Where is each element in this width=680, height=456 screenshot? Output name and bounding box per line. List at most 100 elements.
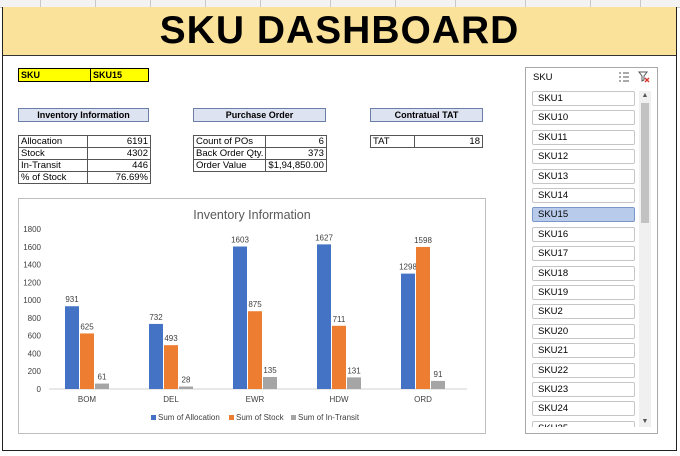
scroll-down-icon[interactable]: ▼ — [641, 418, 649, 425]
data-label: 61 — [98, 373, 107, 382]
slicer-item[interactable]: SKU20 — [532, 323, 635, 339]
bar — [233, 246, 247, 389]
sku-selector[interactable]: SKU SKU15 — [18, 68, 149, 82]
y-tick-label: 800 — [28, 314, 42, 323]
slicer-item[interactable]: SKU1 — [532, 91, 635, 106]
inventory-value: 4302 — [87, 147, 151, 160]
inventory-label: Allocation — [18, 135, 88, 148]
slicer-item[interactable]: SKU19 — [532, 285, 635, 300]
data-label: 875 — [248, 300, 262, 309]
table-row: Order Value $1,94,850.00 — [192, 159, 327, 172]
bar — [431, 380, 445, 389]
bar — [179, 386, 193, 389]
slicer-item[interactable]: SKU23 — [532, 382, 635, 397]
column-divider — [590, 0, 591, 7]
legend-swatch — [151, 415, 156, 420]
inventory-value: 6191 — [87, 135, 151, 148]
slicer-item[interactable]: SKU24 — [532, 401, 635, 417]
data-label: 131 — [347, 366, 361, 375]
inventory-chart[interactable]: Inventory Information 0 200 400 600 800 1000 1… — [18, 198, 486, 434]
slicer-item[interactable]: SKU17 — [532, 246, 635, 262]
legend-swatch — [291, 415, 296, 420]
legend-entry: Sum of Stock — [236, 413, 285, 422]
inventory-label: Stock — [18, 147, 88, 160]
scroll-thumb[interactable] — [641, 103, 649, 223]
bar — [332, 325, 346, 389]
slicer-item[interactable]: SKU16 — [532, 226, 635, 242]
column-divider — [395, 0, 396, 7]
slicer-item[interactable]: SKU10 — [532, 110, 635, 126]
slicer-title: SKU — [533, 72, 553, 83]
column-divider — [95, 0, 96, 7]
purchase-order-header: Purchase Order — [193, 108, 326, 122]
bar — [347, 377, 361, 389]
column-divider — [260, 0, 261, 7]
inventory-value: 446 — [87, 159, 151, 172]
column-divider — [205, 0, 206, 7]
data-label: 1603 — [231, 236, 249, 245]
po-value: 6 — [265, 135, 327, 148]
scroll-up-icon[interactable]: ▲ — [641, 92, 649, 99]
title-bar: SKU DASHBOARD — [3, 7, 676, 56]
inventory-table: Allocation 6191 Stock 4302 In-Transit 44… — [18, 135, 151, 184]
clear-filter-icon[interactable] — [638, 71, 650, 83]
chart-title: Inventory Information — [193, 208, 310, 222]
sku-selector-value[interactable]: SKU15 — [93, 70, 123, 80]
tat-table: TAT 18 — [370, 135, 483, 148]
tat-value: 18 — [414, 135, 483, 148]
po-value: $1,94,850.00 — [265, 159, 327, 172]
y-tick-label: 200 — [28, 367, 42, 376]
sku-selector-label: SKU — [19, 69, 91, 81]
slicer-item[interactable]: SKU21 — [532, 343, 635, 359]
slicer-item[interactable]: SKU2 — [532, 304, 635, 320]
y-tick-label: 1000 — [23, 296, 41, 305]
slicer-item[interactable]: SKU13 — [532, 168, 635, 184]
data-label: 493 — [164, 334, 178, 343]
data-label: 28 — [182, 376, 191, 385]
bar — [416, 246, 430, 389]
bar — [65, 306, 79, 389]
bar — [317, 244, 331, 389]
table-row: Count of POs 6 — [192, 135, 327, 148]
slicer-item[interactable]: SKU12 — [532, 149, 635, 165]
x-tick-label: ORD — [414, 395, 432, 404]
bar — [401, 273, 415, 389]
table-row: % of Stock 76.69% — [18, 171, 151, 184]
bar — [80, 333, 94, 389]
y-tick-label: 1600 — [23, 243, 41, 252]
column-divider — [525, 0, 526, 7]
y-tick-label: 1400 — [23, 261, 41, 270]
inventory-header: Inventory Information — [18, 108, 149, 122]
purchase-order-table: Count of POs 6 Back Order Qty. 373 Order… — [192, 135, 327, 172]
slicer-list: SKU1 SKU10 SKU11 SKU12 SKU13 SKU14 SKU15 SKU16 S… — [532, 91, 637, 427]
slicer-item[interactable]: SKU18 — [532, 265, 635, 281]
slicer-item[interactable]: SKU25 — [532, 420, 635, 427]
column-divider — [150, 0, 151, 7]
x-tick-label: BOM — [78, 395, 97, 404]
dashboard-title: SKU DASHBOARD — [159, 9, 520, 52]
slicer-item[interactable]: SKU14 — [532, 188, 635, 203]
slicer-scrollbar[interactable]: ▲ ▼ — [639, 91, 651, 427]
sku-slicer[interactable]: SKU SKU1 SKU10 SKU11 SKU12 SKU13 SKU14 SKU15 SK… — [525, 67, 658, 434]
data-label: 1627 — [315, 233, 333, 242]
slicer-header: SKU — [526, 68, 657, 88]
po-value: 373 — [265, 147, 327, 160]
data-label: 135 — [263, 366, 277, 375]
multi-select-icon[interactable] — [618, 71, 630, 83]
inventory-chart-svg: Inventory Information 0 200 400 600 800 1000 1… — [23, 208, 467, 422]
table-row: TAT 18 — [370, 135, 483, 148]
column-divider — [40, 0, 41, 7]
slicer-item[interactable]: SKU22 — [532, 362, 635, 378]
tat-label: TAT — [370, 135, 415, 148]
slicer-item[interactable]: SKU11 — [532, 129, 635, 145]
po-label: Back Order Qty. — [192, 147, 267, 160]
slicer-item[interactable]: SKU15 — [532, 207, 635, 223]
table-row: Allocation 6191 — [18, 135, 151, 148]
data-label: 625 — [80, 322, 94, 331]
data-label: 711 — [333, 315, 346, 324]
bar — [95, 383, 109, 389]
bar — [263, 377, 277, 389]
inventory-value: 76.69% — [87, 171, 151, 184]
legend-swatch — [229, 415, 234, 420]
tat-header: Contratual TAT — [370, 108, 483, 122]
